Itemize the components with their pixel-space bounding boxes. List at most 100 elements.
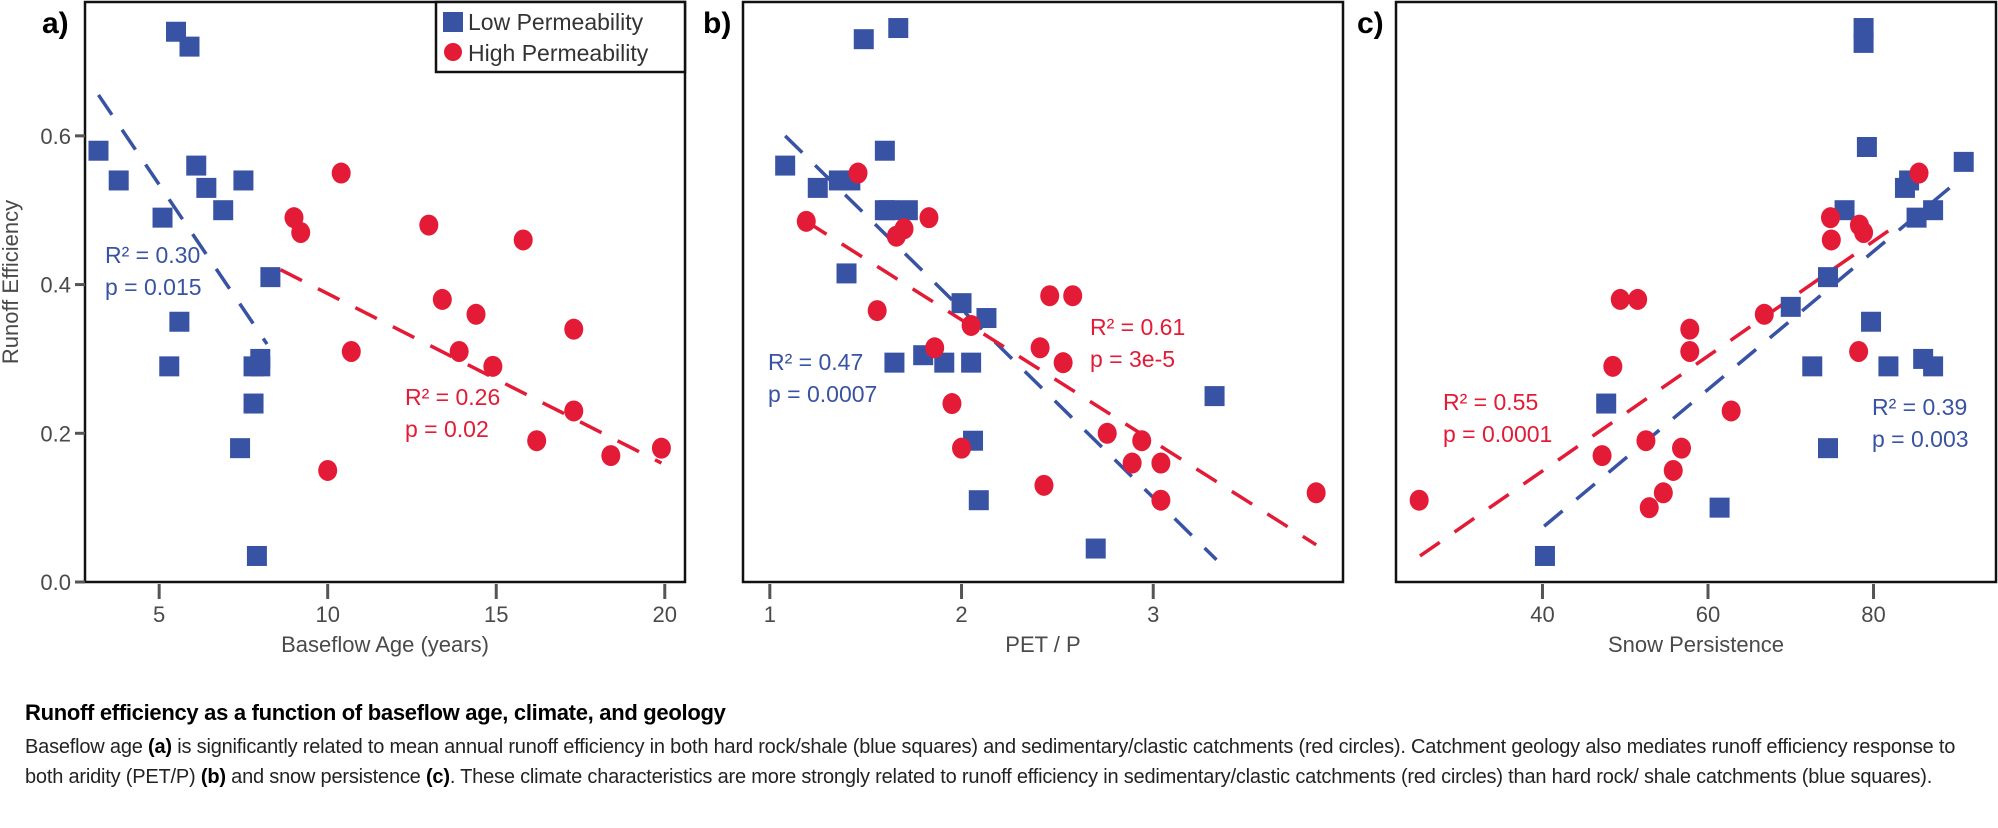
caption-panel-ref: (a) [148, 736, 172, 758]
panels: a) 5 10 15 20 0.0 0.2 0.4 0.6 Baseflow Age (years… [0, 0, 1998, 657]
high-perm-point [564, 318, 584, 340]
low-perm-point [853, 29, 874, 50]
x-axis-label: Snow Persistence [1608, 632, 1784, 657]
high-perm-point [796, 210, 816, 232]
x-tick-label: 5 [153, 602, 165, 627]
r-squared-label: R² = 0.26 [405, 384, 500, 410]
x-tick-label: 15 [484, 602, 508, 627]
low-perm-point [1923, 200, 1944, 221]
high-perm-point [513, 229, 533, 251]
high-perm-point [318, 459, 338, 481]
y-axis-label: Runoff Efficiency [0, 200, 23, 364]
high-perm-point [1603, 355, 1623, 377]
low-perm-point [1802, 356, 1823, 377]
high-perm-point [1909, 162, 1929, 184]
high-perm-point [1754, 303, 1774, 325]
p-value-label: p = 0.015 [105, 274, 202, 300]
low-perm-point [1894, 177, 1915, 198]
high-perm-point [1721, 400, 1741, 422]
x-tick-label: 2 [955, 602, 967, 627]
low-perm-trendline [97, 93, 269, 346]
caption-text: is significantly related to mean annual … [25, 736, 1956, 788]
low-perm-point [108, 170, 129, 191]
p-value-label: p = 0.0007 [768, 381, 877, 407]
low-perm-point [159, 356, 180, 377]
high-perm-point [1663, 459, 1683, 481]
low-perm-point [888, 18, 909, 39]
low-perm-point [260, 267, 281, 288]
high-perm-point [1409, 489, 1429, 511]
high-perm-point [651, 437, 671, 459]
high-perm-point [1122, 452, 1142, 474]
caption-text: . These climate characteristics are more… [449, 766, 1933, 788]
x-axis-label: Baseflow Age (years) [281, 632, 489, 657]
r-squared-label: R² = 0.55 [1443, 389, 1538, 415]
low-perm-point [1709, 497, 1730, 518]
low-perm-point [961, 352, 982, 373]
r-squared-label: R² = 0.61 [1090, 314, 1185, 340]
plot-frame [1394, 0, 1998, 584]
low-perm-point [807, 177, 828, 198]
panel-label: a) [42, 7, 69, 40]
high-perm-point [1151, 452, 1171, 474]
r-squared-label: R² = 0.30 [105, 242, 200, 268]
high-perm-point [1653, 482, 1673, 504]
low-perm-point [976, 308, 997, 329]
high-perm-point [1151, 489, 1171, 511]
low-perm-point [250, 356, 271, 377]
y-tick-label: 0.2 [40, 421, 71, 446]
high-perm-point [1628, 288, 1648, 310]
high-perm-point [1063, 285, 1083, 307]
low-perm-point [196, 177, 217, 198]
low-perm-point [836, 263, 857, 284]
low-perm-point [1856, 137, 1877, 157]
high-perm-point [1849, 340, 1869, 362]
panel-a: a) 5 10 15 20 0.0 0.2 0.4 0.6 Baseflow Age (years… [0, 0, 687, 657]
low-perm-point [1818, 267, 1838, 288]
high-perm-point [1820, 207, 1840, 229]
caption-text: and snow persistence [225, 766, 426, 788]
low-perm-point [169, 311, 190, 332]
high-perm-point [1097, 422, 1117, 444]
high-perm-point [466, 303, 486, 325]
low-perm-point [1818, 438, 1838, 459]
x-tick-label: 20 [653, 602, 677, 627]
low-perm-point [88, 140, 109, 161]
caption-panel-ref: (b) [200, 766, 226, 788]
low-perm-stats: R² = 0.30 p = 0.015 [105, 242, 202, 300]
high-perm-point [1854, 222, 1874, 244]
low-perm-point [179, 36, 200, 57]
low-perm-point [1906, 207, 1927, 228]
high-perm-trendline [805, 219, 1318, 547]
low-perm-point [874, 140, 895, 161]
low-perm-point [897, 200, 918, 221]
low-perm-point [884, 352, 905, 373]
low-perm-stats: R² = 0.47 p = 0.0007 [768, 349, 877, 407]
high-perm-point [1592, 445, 1612, 467]
low-perm-point [243, 393, 264, 414]
low-perm-point [1953, 151, 1974, 172]
x-tick-label: 3 [1147, 602, 1159, 627]
high-perm-trendline [1419, 223, 1898, 558]
high-perm-point [1132, 430, 1152, 452]
legend-low-label: Low Permeability [468, 9, 644, 35]
legend-high-marker [444, 43, 462, 61]
x-tick-label: 10 [315, 602, 339, 627]
low-perm-point [1596, 393, 1617, 414]
low-perm-stats: R² = 0.39 p = 0.003 [1872, 394, 1969, 452]
high-perm-point [1030, 337, 1050, 359]
y-tick-label: 0.0 [40, 570, 71, 595]
low-perm-point [878, 200, 899, 221]
legend-box [434, 0, 687, 74]
r-squared-label: R² = 0.47 [768, 349, 863, 375]
panel-label: c) [1357, 7, 1384, 40]
low-perm-point [1085, 538, 1106, 559]
high-perm-point [1680, 318, 1700, 340]
high-perm-point [527, 430, 547, 452]
low-perm-point [1780, 296, 1801, 317]
high-perm-point [601, 445, 621, 467]
x-tick-label: 60 [1696, 602, 1720, 627]
low-perm-point [1853, 32, 1874, 53]
y-tick-label: 0.6 [40, 124, 71, 149]
low-perm-point [246, 545, 267, 566]
